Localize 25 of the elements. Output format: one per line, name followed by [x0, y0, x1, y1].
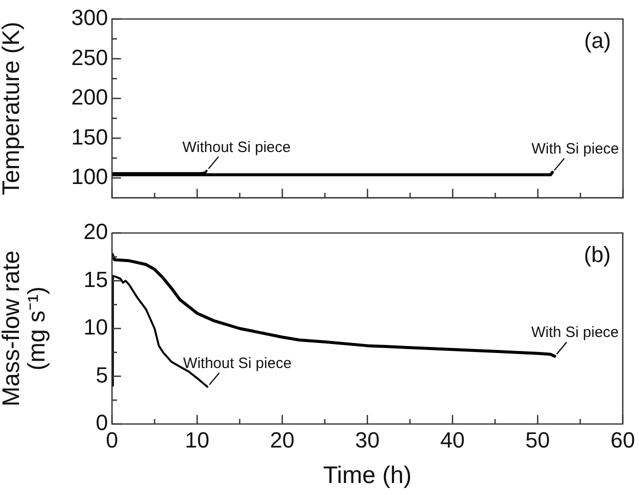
y-tick-label: 20 [84, 219, 108, 244]
x-tick-label: 40 [440, 427, 465, 452]
x-axis-title: Time (h) [323, 462, 412, 490]
y-tick-label: 0 [96, 410, 108, 436]
x-tick-label: 50 [525, 427, 550, 452]
annotation: Without Si piece [183, 354, 292, 372]
x-tick-label: 60 [610, 427, 636, 452]
y-tick-label: 10 [84, 314, 108, 340]
y-tick-label: 250 [71, 44, 108, 70]
y-tick-label: 100 [71, 164, 108, 189]
y-axis-title: Mass-flow rate (mg s⁻¹) [0, 250, 50, 407]
x-tick-label: 10 [184, 427, 210, 452]
y-tick-label: 150 [71, 124, 108, 150]
x-tick-label: 30 [355, 427, 380, 452]
y-tick-label: 300 [71, 5, 108, 30]
x-tick-label: 20 [270, 427, 294, 452]
annotation: (a) [584, 28, 611, 54]
annotation: With Si piece [531, 324, 619, 342]
annotation: Without Si piece [182, 138, 291, 156]
y-axis-title: Temperature (K) [0, 22, 26, 196]
y-tick-label: 5 [96, 362, 108, 388]
y-tick-label: 200 [71, 84, 108, 110]
y-tick-label: 15 [84, 266, 108, 292]
annotation: With Si piece [531, 140, 620, 158]
annotation: (b) [584, 242, 611, 268]
